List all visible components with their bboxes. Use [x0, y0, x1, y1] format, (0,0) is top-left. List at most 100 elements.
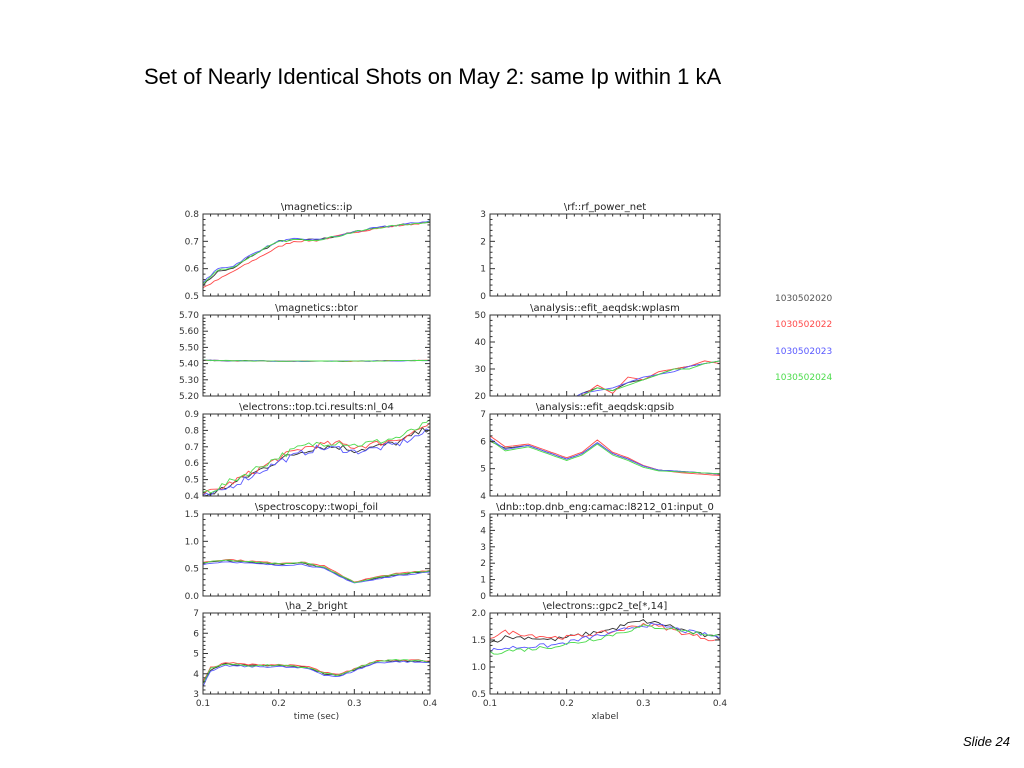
y-tick-label: 1 [480, 576, 486, 586]
y-tick-label: 1.5 [472, 636, 486, 646]
y-tick-label: 2 [480, 559, 486, 569]
x-tick-label: 0.3 [347, 699, 361, 709]
series-line-3 [203, 559, 430, 583]
series-line-0 [203, 426, 430, 496]
y-tick-label: 5 [480, 510, 486, 520]
x-tick-label: 0.4 [423, 699, 438, 709]
plot-frame [489, 213, 721, 297]
chart-title: \analysis::efit_aeqdsk:wplasm [530, 303, 680, 314]
y-tick-label: 0.8 [185, 426, 200, 436]
series-line-2 [203, 220, 430, 284]
y-tick-label: 0.7 [185, 237, 199, 247]
series-line-0 [203, 559, 430, 583]
plot-frame [489, 314, 721, 397]
y-tick-label: 4 [480, 492, 486, 502]
y-tick-label: 3 [480, 210, 486, 220]
legend-shot-1030502023: 1030502023 [775, 347, 833, 357]
y-tick-label: 3 [193, 690, 199, 700]
x-tick-label: 0.4 [713, 699, 728, 709]
chart-panel-4: \electrons::top.tci.results:nl_040.4 0.5 0… [185, 402, 431, 502]
y-tick-label: 4 [193, 670, 199, 680]
y-tick-label: 0.5 [472, 690, 486, 700]
plot-frame [202, 413, 431, 497]
y-tick-label: 1 [480, 265, 486, 275]
legend-shot-1030502024: 1030502024 [775, 373, 833, 383]
series-line-1 [203, 659, 430, 682]
series-line-3 [203, 359, 430, 362]
y-tick-label: 1.0 [472, 663, 487, 673]
y-tick-label: 0.6 [185, 459, 200, 469]
chart-panel-8: \ha_2_bright 3 4 5 6 7 0.1 0.2 0.3 0.4 time (sec) [193, 601, 437, 722]
y-tick-label: 4 [480, 526, 486, 536]
y-tick-label: 0 [480, 592, 486, 602]
y-tick-label: 0 [480, 292, 486, 302]
y-tick-label: 5.60 [179, 327, 199, 337]
chart-panel-9: \electrons::gpc2_te[*,14]0.5 1.0 1.5 2.00.1… [472, 601, 728, 722]
y-tick-label: 5.30 [179, 376, 199, 386]
y-tick-label: 0.9 [185, 410, 200, 420]
y-tick-label: 0.6 [185, 265, 200, 275]
series-line-2 [203, 428, 430, 496]
chart-panel-7: \dnb::top.dnb_eng:camac:l8212_01:input_0… [480, 502, 721, 602]
plot-frame [489, 413, 721, 497]
slide-title: Set of Nearly Identical Shots on May 2: … [144, 64, 722, 89]
x-axis-label: xlabel [591, 712, 618, 722]
series-line-1 [490, 435, 720, 476]
y-tick-label: 5 [480, 465, 486, 475]
y-tick-label: 5.40 [179, 360, 199, 370]
y-tick-label: 1.5 [185, 510, 199, 520]
chart-title: \ha_2_bright [285, 601, 347, 612]
y-tick-label: 0.8 [185, 210, 200, 220]
slide-number: Slide 24 [963, 734, 1010, 749]
y-tick-label: 6 [193, 629, 199, 639]
y-tick-label: 0.7 [185, 443, 199, 453]
x-tick-label: 0.1 [483, 699, 497, 709]
y-tick-label: 2 [480, 237, 486, 247]
y-tick-label: 0.5 [185, 292, 199, 302]
y-tick-label: 30 [475, 365, 487, 375]
chart-title: \dnb::top.dnb_eng:camac:l8212_01:input_0 [496, 502, 714, 513]
series-line-3 [490, 624, 720, 655]
plot-frame [202, 314, 431, 397]
series-line-1 [490, 622, 720, 642]
y-tick-label: 0.0 [185, 592, 200, 602]
plot-frame [489, 513, 721, 597]
legend-shot-1030502020: 1030502020 [775, 294, 833, 304]
x-tick-label: 0.3 [636, 699, 650, 709]
series-line-1 [203, 221, 430, 289]
legend-shot-1030502022: 1030502022 [775, 320, 833, 330]
y-tick-label: 40 [475, 338, 487, 348]
series-line-3 [203, 220, 430, 285]
chart-title: \analysis::efit_aeqdsk:qpsib [536, 402, 674, 413]
y-tick-label: 5.70 [179, 311, 199, 321]
y-tick-label: 5.20 [179, 392, 199, 402]
y-tick-label: 7 [193, 609, 199, 619]
y-tick-label: 0.5 [185, 476, 199, 486]
series-line-3 [203, 418, 430, 494]
x-tick-label: 0.1 [196, 699, 210, 709]
series-line-2 [490, 438, 720, 475]
plot-frame [489, 612, 721, 695]
chart-title: \electrons::gpc2_te[*,14] [543, 601, 668, 612]
y-tick-label: 50 [475, 311, 487, 321]
y-tick-label: 3 [480, 543, 486, 553]
y-tick-label: 20 [475, 392, 487, 402]
y-tick-label: 0.4 [185, 492, 200, 502]
series-line-2 [490, 622, 720, 653]
series-line-3 [203, 659, 430, 684]
y-tick-label: 7 [480, 410, 486, 420]
y-tick-label: 5.50 [179, 343, 199, 353]
x-axis-label: time (sec) [294, 712, 339, 722]
plot-frame [202, 513, 431, 597]
series-line-0 [203, 222, 430, 287]
chart-title: \rf::rf_power_net [564, 202, 646, 213]
y-tick-label: 5 [193, 650, 199, 660]
y-tick-label: 6 [480, 437, 486, 447]
chart-panel-0: \magnetics::ip0.5 0.6 0.7 0.8 [185, 202, 431, 302]
